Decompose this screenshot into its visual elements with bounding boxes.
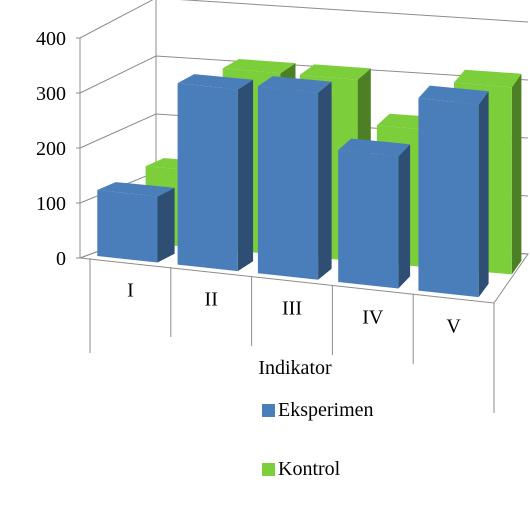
bar-top [222,59,296,74]
bar-eksperimen-iv [338,138,411,289]
legend-item-eksperimen: Eksperimen [262,398,502,422]
bar-side [511,73,522,275]
bar-front [177,83,238,272]
x-tick-label: III [282,298,302,320]
bar-front [97,190,158,263]
bar-top [418,85,489,105]
bar-top [454,69,522,88]
bar-eksperimen-ii [177,74,254,272]
bar-top [338,138,411,157]
x-tick-label: V [446,316,461,338]
legend: Eksperimen Kontrol [262,398,502,516]
bar-eksperimen-i [97,182,175,263]
bar-side [237,79,254,272]
gridline [79,0,529,39]
y-tick-label: 400 [36,28,66,50]
bar-front [338,150,399,289]
bar-front [257,86,319,280]
y-tick-label: 0 [56,248,66,270]
bar-side [318,81,332,280]
bar-front [418,98,479,298]
bar-eksperimen-v [418,85,489,298]
bar-side [478,91,489,298]
bar-top [257,76,332,93]
y-tick-label: 300 [36,83,66,105]
bar-top [97,182,175,197]
legend-label-kontrol: Kontrol [278,457,341,480]
legend-label-eksperimen: Eksperimen [278,398,374,421]
bar-top [177,74,254,90]
x-tick-label: II [205,289,218,311]
x-tick-label: I [127,280,134,302]
bar-side [398,144,411,289]
bar-eksperimen-iii [257,76,332,280]
x-tick-label: IV [362,307,384,329]
legend-swatch-kontrol [262,462,275,476]
y-tick-label: 100 [36,193,66,215]
bar-side [157,187,175,263]
x-axis-title: Indikator [258,357,332,379]
bar-top [299,64,371,80]
legend-swatch-eksperimen [262,403,275,417]
y-tick-label: 200 [36,138,66,160]
legend-item-kontrol: Kontrol [262,457,502,481]
bars [97,59,522,298]
